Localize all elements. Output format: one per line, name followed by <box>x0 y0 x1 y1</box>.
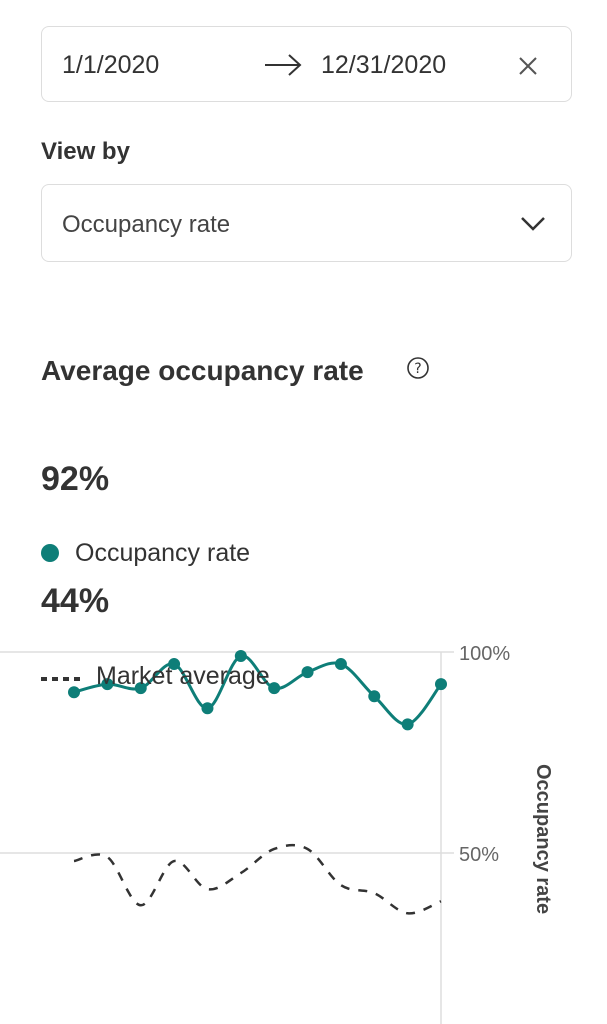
occupancy-point <box>368 690 381 703</box>
occupancy-point <box>435 678 447 691</box>
occupancy-point <box>301 666 314 679</box>
occupancy-point <box>134 682 147 695</box>
arrow-right-icon <box>265 54 302 76</box>
chevron-down-icon <box>521 217 545 231</box>
start-date[interactable]: 1/1/2020 <box>62 51 160 79</box>
view-by-label: View by <box>41 138 130 165</box>
date-range-field[interactable]: 1/1/2020 12/31/2020 <box>41 26 572 102</box>
occupancy-point <box>201 702 214 715</box>
occupancy-point <box>268 682 281 695</box>
average-occupancy-value: 92% <box>41 460 110 498</box>
view-by-selected-value: Occupancy rate <box>62 211 231 238</box>
svg-text:?: ? <box>414 361 421 377</box>
market-legend-dash <box>41 677 82 681</box>
market-average-value: 44% <box>41 582 110 620</box>
occupancy-legend-label: Occupancy rate <box>75 539 251 567</box>
y-tick-label: 50% <box>459 844 499 866</box>
occupancy-legend-dot <box>41 544 59 562</box>
occupancy-point <box>68 686 80 699</box>
occupancy-point <box>168 658 181 671</box>
section-title: Average occupancy rate <box>41 355 364 386</box>
market-average-line <box>73 843 442 915</box>
market-legend-label: Market average <box>96 662 270 690</box>
y-axis-label: Occupancy rate <box>532 764 554 914</box>
occupancy-point <box>234 650 247 663</box>
end-date[interactable]: 12/31/2020 <box>321 51 447 79</box>
close-icon[interactable] <box>518 56 538 76</box>
occupancy-point <box>101 678 114 691</box>
view-by-select[interactable]: Occupancy rate <box>41 184 572 262</box>
occupancy-point <box>334 658 347 671</box>
y-tick-label: 100% <box>459 643 510 665</box>
occupancy-chart: 100% 50% Occupancy rate <box>0 643 554 1024</box>
occupancy-point <box>401 718 414 731</box>
help-circle-icon[interactable]: ? <box>406 356 430 380</box>
